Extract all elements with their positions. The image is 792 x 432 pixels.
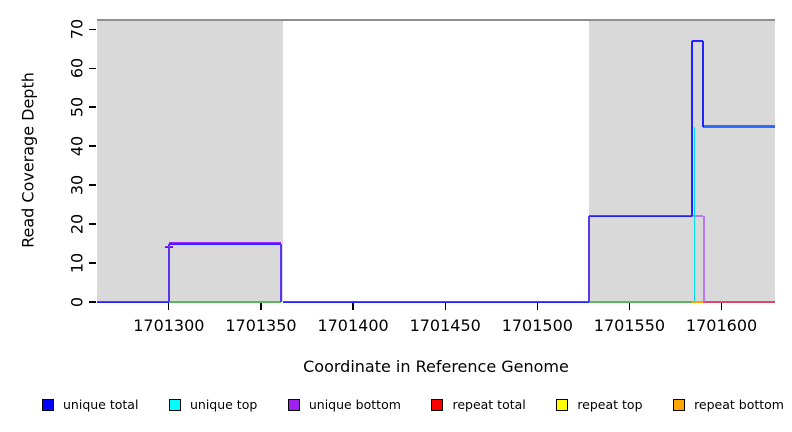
y-tick-label: 60 [67,57,87,79]
legend-label: unique top [189,397,258,412]
y-tick-label: 10 [67,252,87,274]
y-tick [89,145,96,147]
red-baseline [703,301,775,303]
y-tick [89,262,96,264]
x-tick-label: 1701550 [593,316,666,335]
spike-left-edge [690,40,694,217]
repeat-region-left [97,19,284,302]
spike-right-edge [702,40,705,127]
baseline-left [97,300,169,304]
step-up-22 [587,216,590,302]
legend-label: unique bottom [308,397,401,412]
y-tick [89,28,96,30]
x-tick-label: 1701500 [501,316,573,335]
legend-item-repeat-top: repeat top [556,397,643,412]
baseline-middle [283,300,589,304]
x-tick [444,303,446,310]
green-baseline-right [588,301,693,303]
legend-item-repeat-bottom: repeat bottom [673,397,784,412]
legend-swatch-icon [431,398,444,411]
purple-drop-22 [703,216,706,302]
y-tick [89,223,96,225]
y-tick [89,184,96,186]
legend: unique total unique top unique bottom repea… [42,397,784,412]
y-tick-label: 70 [67,18,87,40]
y-tick [89,301,96,303]
green-baseline-left [168,301,282,303]
legend-item-repeat-total: repeat total [431,397,526,412]
y-tick-label: 20 [67,213,87,235]
y-tick-label: 50 [67,96,87,118]
legend-label: repeat bottom [694,397,784,412]
legend-label: repeat top [577,397,643,412]
y-tick [89,106,96,108]
x-tick-label: 1701400 [317,316,389,335]
y-tick-label: 30 [67,174,87,196]
y-tick [89,67,96,69]
x-tick [628,303,631,310]
legend-swatch-icon [673,398,686,411]
repeat-region-right [588,19,775,302]
x-tick [168,303,170,310]
x-tick-label: 1701450 [409,316,481,335]
plateau-45 [703,125,775,128]
cyan-rise-45 [693,126,696,302]
x-axis-title: Coordinate in Reference Genome [303,357,569,376]
x-tick-label: 1701300 [133,316,205,335]
max-coverage-line [97,19,775,21]
step-up-15 [167,243,170,302]
legend-label: unique total [63,397,139,412]
orange-baseline [692,301,704,303]
legend-swatch-icon [42,398,54,411]
legend-item-unique-bottom: unique bottom [287,397,401,412]
legend-item-unique-total: unique total [42,397,138,412]
x-tick [720,303,723,310]
x-tick [536,303,538,310]
x-tick-label: 1701350 [225,316,297,335]
step-down-15 [280,243,283,302]
spike-top-67 [692,39,704,42]
y-tick-label: 40 [67,135,87,157]
legend-label: repeat total [452,397,526,412]
plateau-15 [168,242,282,245]
legend-swatch-icon [556,398,569,411]
legend-swatch-icon [287,398,300,411]
y-tick-label: 0 [67,296,87,308]
x-tick [260,303,262,310]
legend-swatch-icon [168,398,181,411]
x-tick [352,303,354,310]
bottom-22-under-spike [692,215,704,218]
plateau-22 [588,215,693,218]
x-tick-label: 1701600 [685,316,758,335]
y-axis-title: Read Coverage Depth [18,72,38,248]
legend-item-unique-top: unique top [168,397,258,412]
